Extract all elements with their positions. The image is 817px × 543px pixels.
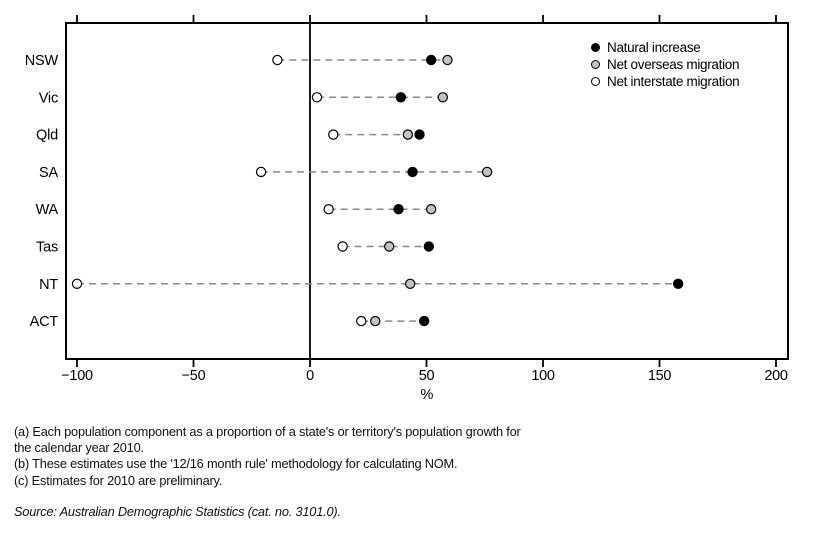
x-tick-label: 200 bbox=[764, 368, 788, 384]
data-point bbox=[393, 203, 404, 215]
category-label-qld: Qld bbox=[36, 128, 58, 144]
legend-item-net-interstate-migration: Net interstate migration bbox=[591, 73, 740, 90]
legend-label: Net interstate migration bbox=[607, 74, 740, 89]
net-overseas-migration-marker-icon bbox=[591, 60, 600, 69]
footnote-c: (c) Estimates for 2010 are preliminary. bbox=[14, 472, 223, 488]
data-point bbox=[425, 54, 437, 66]
category-label-sa: SA bbox=[39, 165, 58, 181]
chart-legend: Natural increase Net overseas migration … bbox=[591, 39, 740, 90]
natural-increase-marker-icon bbox=[591, 43, 600, 52]
source-note: Source: Australian Demographic Statistic… bbox=[14, 503, 341, 519]
legend-label: Natural increase bbox=[607, 40, 701, 55]
data-point bbox=[407, 166, 418, 178]
footnote-b: (b) These estimates use the '12/16 month… bbox=[14, 456, 458, 472]
footnote-a-line1: (a) Each population component as a propo… bbox=[14, 424, 521, 439]
x-tick-label: −100 bbox=[61, 368, 93, 384]
category-label-tas: Tas bbox=[36, 240, 58, 256]
category-label-nsw: NSW bbox=[25, 53, 59, 69]
data-point bbox=[402, 129, 414, 140]
category-label-nt: NT bbox=[39, 277, 58, 293]
x-tick-label: 50 bbox=[419, 368, 435, 384]
x-tick-label: 0 bbox=[306, 368, 314, 384]
data-point bbox=[423, 241, 435, 252]
data-point bbox=[356, 315, 367, 327]
footnote-a-line2: the calendar year 2010. bbox=[14, 440, 144, 456]
data-point bbox=[323, 203, 334, 215]
legend-item-net-overseas-migration: Net overseas migration bbox=[591, 56, 740, 73]
data-point bbox=[425, 203, 437, 215]
data-point bbox=[437, 92, 449, 103]
category-label-vic: Vic bbox=[39, 90, 58, 106]
net-interstate-migration-marker-icon bbox=[591, 77, 600, 86]
chart-footnotes: (a) Each population component as a propo… bbox=[14, 424, 654, 520]
data-point bbox=[404, 278, 416, 289]
category-label-act: ACT bbox=[30, 314, 59, 330]
legend-label: Net overseas migration bbox=[607, 57, 740, 72]
data-point bbox=[272, 54, 283, 66]
x-tick-label: 100 bbox=[531, 368, 555, 384]
dot-plot-canvas: −100 −50 0 50 100 150 200% NSW Vic Qld SA WA Tas NT AC… bbox=[25, 15, 789, 403]
data-point bbox=[418, 315, 430, 327]
data-point bbox=[337, 241, 348, 252]
data-point bbox=[370, 315, 381, 327]
category-label-wa: WA bbox=[36, 202, 59, 218]
legend-item-natural-increase: Natural increase bbox=[591, 39, 739, 56]
data-point bbox=[481, 166, 493, 178]
data-point bbox=[328, 129, 339, 140]
data-point bbox=[442, 54, 453, 66]
data-point bbox=[71, 278, 83, 289]
data-point bbox=[384, 241, 395, 252]
data-point bbox=[395, 92, 407, 103]
data-point bbox=[414, 129, 425, 140]
data-point bbox=[311, 92, 323, 103]
x-tick-label: −50 bbox=[182, 368, 206, 384]
x-axis-label: % bbox=[421, 387, 434, 403]
x-tick-label: 150 bbox=[648, 368, 672, 384]
data-point bbox=[672, 278, 684, 289]
data-point bbox=[255, 166, 267, 178]
